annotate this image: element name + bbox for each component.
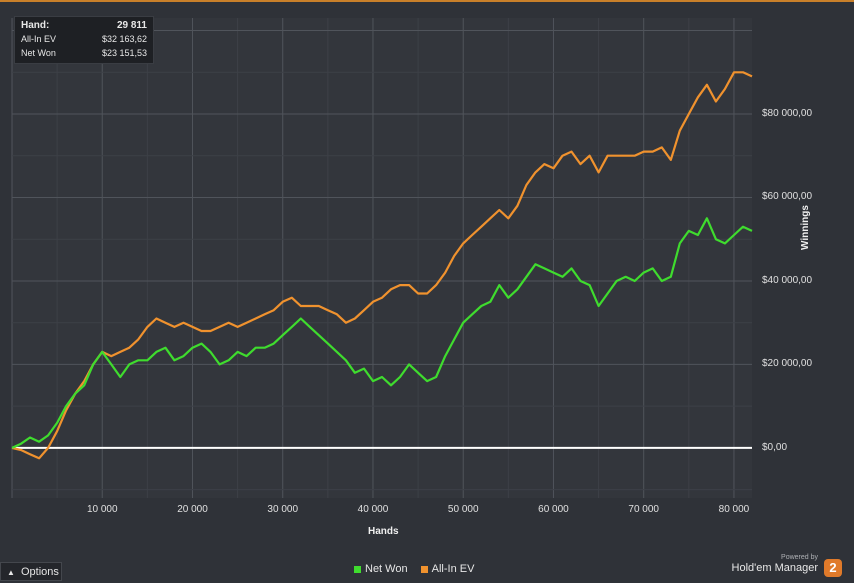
tooltip-ev-row: All-In EV $32 163,62 [21,34,147,47]
hover-tooltip: Hand: 29 811 All-In EV $32 163,62 Net Wo… [14,16,154,64]
brand-badge: Powered by Hold'em Manager 2 [716,553,854,583]
x-tick-label: 80 000 [718,504,750,515]
series-layer [11,71,753,460]
x-tick-label: 70 000 [628,504,659,515]
legend-net-won-swatch [354,565,361,573]
chart-legend: Net Won All-In EV [354,563,484,575]
x-tick-label: 40 000 [357,504,389,515]
tooltip-net-value: $23 151,53 [101,48,147,58]
x-tick-label: 30 000 [267,504,299,515]
x-axis-title: Hands [368,526,399,537]
legend-all-in-ev[interactable]: All-In EV [420,563,475,575]
y-tick-label: $60 000,00 [762,191,813,203]
y-axis-title: Winnings [800,205,811,250]
legend-net-won[interactable]: Net Won [354,563,408,575]
top-accent-line [0,0,854,2]
x-tick-label: 20 000 [177,504,208,515]
tooltip-ev-label: All-In EV [21,34,57,44]
x-tick-label: 50 000 [447,504,479,515]
tooltip-net-row: Net Won $23 151,53 [21,48,147,61]
chart-grid [11,18,752,498]
brand-name: Hold'em Manager [731,562,818,574]
x-tick-label: 10 000 [86,504,118,515]
options-button[interactable]: ▲ Options [0,562,62,581]
legend-net-won-label: Net Won [365,563,408,575]
tooltip-ev-value: $32 163,62 [101,34,147,44]
y-tick-label: $40 000,00 [762,274,813,286]
tooltip-hand-label: Hand: [21,20,50,31]
legend-all-in-ev-label: All-In EV [431,563,475,575]
plot-area [12,18,752,498]
tooltip-hand-value: 29 811 [116,20,147,31]
y-tick-label: $20 000,00 [762,358,813,370]
series-line-all-in-ev [11,71,753,460]
y-tick-label: $0,00 [762,441,788,453]
legend-all-in-ev-swatch [420,565,428,573]
brand-logo-icon: 2 [824,559,842,577]
chevron-up-icon: ▲ [7,568,15,577]
options-label: Options [21,566,59,578]
x-tick-label: 60 000 [538,504,569,515]
powered-by-text: Powered by [781,554,818,561]
tooltip-hand-row: Hand: 29 811 [21,20,147,33]
series-line-net-won [11,217,753,449]
y-tick-label: $80 000,00 [762,108,813,119]
tooltip-net-label: Net Won [21,48,56,58]
